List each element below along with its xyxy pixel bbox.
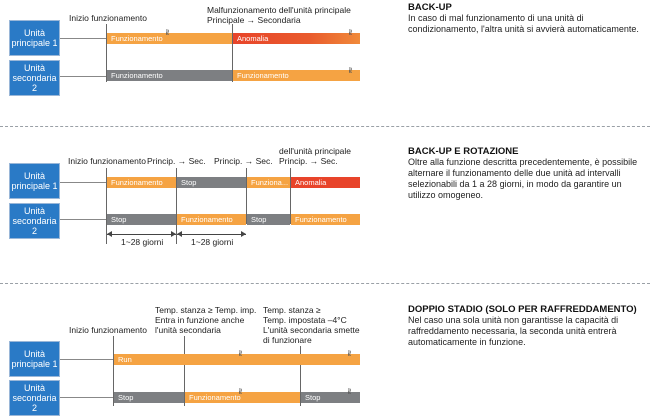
section-description: Oltre alla funzione descritta precedente… — [408, 157, 638, 200]
unit-main-text: Unità principale 1 — [11, 171, 58, 191]
break-icon: ≀≀ — [347, 386, 352, 396]
break-icon: ≀≀ — [238, 348, 243, 358]
segment-main-1: Run — [114, 354, 360, 365]
section-title: BACK-UP — [408, 2, 452, 13]
unit-main-label: Unità principale 1 — [9, 341, 60, 377]
segment-sec-3: Stop — [301, 392, 360, 403]
switch-marker-1 — [176, 168, 177, 244]
segment-main-2: Stop — [177, 177, 246, 188]
malfunction-switch-label: Principale → Secondaria — [207, 15, 301, 25]
section-description: Nel caso una sola unità non garantisse l… — [408, 315, 619, 347]
break-icon: ≀≀ — [238, 386, 243, 396]
start-label: Inizio funzionamento — [69, 13, 147, 23]
section-description: In caso di mal funzionamento di una unit… — [408, 13, 639, 34]
segment-main-2: Anomalia — [233, 33, 360, 44]
interval-arrow-1 — [107, 231, 176, 237]
section-title: BACK-UP E ROTAZIONE — [408, 146, 519, 157]
unit-main-label: Unità principale 1 — [9, 163, 60, 199]
interval-label-1: 1~28 giorni — [121, 237, 164, 247]
start-label: Inizio funzionamento — [69, 325, 147, 335]
break-icon: ≀≀ — [348, 65, 353, 75]
malfunction-switch-label: Princip. → Sec. — [279, 156, 338, 166]
segment-sec-2: Funzionamento — [233, 70, 360, 81]
segment-sec-1: Stop — [114, 392, 184, 403]
section-divider — [0, 126, 650, 128]
temp-down-label-4: di funzionare — [263, 335, 312, 345]
section-title: DOPPIO STADIO (SOLO PER RAFFREDDAMENTO) — [408, 304, 637, 315]
unit-main-text: Unità principale 1 — [11, 28, 58, 48]
malfunction-marker — [290, 168, 291, 224]
start-marker — [113, 336, 114, 406]
segment-sec-2: Funzionamento — [177, 214, 246, 225]
temp-down-label-3: L'unità secondaria smette — [263, 325, 360, 335]
unit-main-text: Unità principale 1 — [11, 349, 58, 369]
temp-down-label: Temp. stanza ≥ — [263, 305, 321, 315]
malfunction-label: dell'unità principale — [279, 146, 352, 156]
segment-sec-3: Stop — [247, 214, 290, 225]
unit-main-label: Unità principale 1 — [9, 20, 60, 56]
break-icon: ≀≀ — [347, 348, 352, 358]
segment-sec-4: Funzionamento — [291, 214, 360, 225]
switch-marker-2 — [246, 168, 247, 224]
section-divider — [0, 283, 650, 285]
unit-secondary-text: Unità secondaria 2 — [12, 383, 57, 413]
temp-up-marker — [184, 336, 185, 406]
unit-secondary-text: Unità secondaria 2 — [12, 206, 57, 236]
segment-main-1: Funzionamento — [107, 33, 232, 44]
temp-up-label-3: l'unità secondaria — [155, 325, 221, 335]
start-marker — [106, 24, 107, 82]
malfunction-label: Malfunzionamento dell'unità principale — [207, 5, 351, 15]
break-icon: ≀≀ — [348, 27, 353, 37]
segment-sec-1: Funzionamento — [107, 70, 232, 81]
segment-main-4: Anomalia — [291, 177, 360, 188]
start-marker — [106, 168, 107, 244]
interval-label-2: 1~28 giorni — [191, 237, 234, 247]
break-icon: ≀≀ — [165, 27, 170, 37]
unit-secondary-text: Unità secondaria 2 — [12, 63, 57, 93]
temp-down-marker — [300, 346, 301, 406]
segment-main-3: Funziona... — [247, 177, 290, 188]
start-label: Inizio funzionamento — [68, 156, 146, 166]
temp-up-label: Temp. stanza ≥ Temp. imp. — [155, 305, 257, 315]
segment-main-1: Funzionamento — [107, 177, 176, 188]
temp-down-label-2: Temp. impostata –4°C — [263, 315, 347, 325]
switch-label-1: Princip. → Sec. — [147, 156, 206, 166]
unit-secondary-label: Unità secondaria 2 — [9, 380, 60, 416]
unit-secondary-label: Unità secondaria 2 — [9, 60, 60, 96]
switch-label-2: Princip. → Sec. — [214, 156, 273, 166]
malfunction-marker — [232, 24, 233, 82]
temp-up-label-2: Entra in funzione anche — [155, 315, 245, 325]
interval-arrow-2 — [177, 231, 246, 237]
unit-secondary-label: Unità secondaria 2 — [9, 203, 60, 239]
segment-sec-1: Stop — [107, 214, 176, 225]
segment-sec-2: Funzionamento — [185, 392, 300, 403]
